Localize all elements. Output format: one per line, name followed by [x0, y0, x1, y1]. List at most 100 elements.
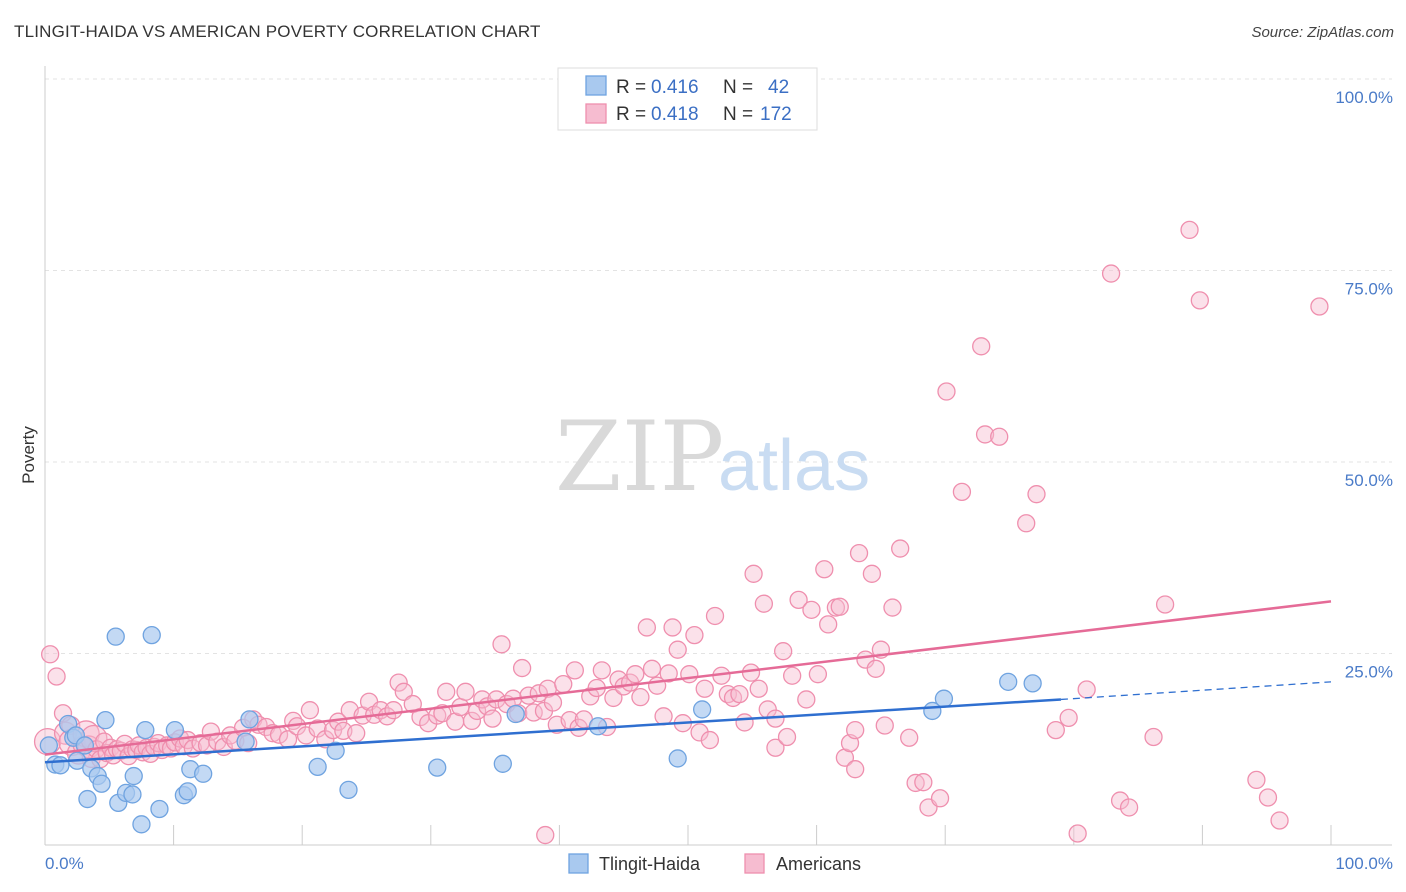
point-americans [777, 727, 797, 747]
point-americans [592, 661, 611, 680]
tick-labels: 25.0% 50.0% 75.0% 100.0% 0.0% 100.0% [45, 88, 1393, 873]
point-americans [937, 382, 956, 401]
point-tlingit-haida [326, 741, 345, 760]
point-americans [735, 713, 754, 732]
bottom-legend-label-americans: Americans [776, 854, 861, 874]
point-americans [808, 665, 828, 684]
point-tlingit-haida [136, 720, 155, 740]
point-americans [783, 666, 802, 685]
point-tlingit-haida [1023, 674, 1042, 693]
point-tlingit-haida [194, 764, 213, 783]
point-americans [875, 716, 894, 735]
watermark: ZIP atlas [555, 401, 870, 513]
point-americans [846, 720, 865, 740]
point-americans [789, 590, 808, 610]
point-americans [437, 682, 456, 701]
point-americans [40, 645, 60, 664]
point-tlingit-haida [165, 720, 185, 740]
x-tick-label: 0.0% [45, 854, 84, 873]
point-americans [1258, 788, 1278, 807]
trend-line-tlingit-haida [44, 698, 1062, 764]
point-americans [47, 667, 66, 686]
point-americans [1190, 291, 1209, 310]
point-americans [685, 625, 704, 645]
legend-n-label: N = [723, 77, 753, 98]
y-tick-label: 100.0% [1335, 88, 1393, 107]
point-americans [654, 707, 673, 726]
point-americans [1310, 297, 1329, 316]
point-americans [512, 658, 532, 678]
point-americans [705, 606, 725, 626]
point-americans [741, 663, 761, 682]
point-tlingit-haida [39, 736, 59, 755]
point-americans [631, 688, 650, 707]
point-americans [866, 659, 885, 678]
point-americans [456, 682, 475, 701]
point-tlingit-haida [178, 782, 197, 801]
point-americans [975, 425, 995, 444]
point-americans [972, 337, 991, 356]
point-americans [1046, 720, 1065, 740]
legend-swatch-tlingit-haida [585, 75, 607, 96]
point-americans [862, 564, 882, 583]
point-americans [394, 682, 413, 701]
bottom-legend-label-tlingit-haida: Tlingit-Haida [599, 854, 701, 874]
point-americans [797, 690, 816, 709]
point-americans [296, 726, 316, 745]
point-tlingit-haida [92, 774, 111, 793]
point-tlingit-haida [150, 799, 169, 819]
point-americans [744, 564, 763, 583]
point-americans [774, 642, 793, 661]
point-americans [680, 665, 699, 684]
point-americans [604, 688, 623, 708]
y-axis-label: Poverty [19, 426, 38, 484]
point-tlingit-haida [493, 754, 512, 773]
point-tlingit-haida [51, 756, 70, 775]
point-tlingit-haida [506, 704, 525, 724]
trend-line-extension-tlingit-haida [1060, 681, 1332, 701]
point-americans [1247, 770, 1266, 790]
legend-n-value-americans: 172 [760, 104, 792, 125]
y-tick-label: 75.0% [1345, 280, 1393, 299]
point-tlingit-haida [106, 627, 125, 646]
point-americans [830, 597, 849, 616]
point-tlingit-haida [339, 780, 358, 799]
point-americans [536, 825, 555, 845]
point-americans [626, 665, 645, 684]
point-tlingit-haida [78, 789, 97, 809]
point-americans [1101, 264, 1121, 283]
point-americans [554, 674, 573, 694]
point-americans [483, 709, 502, 728]
point-americans [492, 635, 511, 654]
point-americans [730, 684, 749, 704]
point-americans [883, 598, 902, 617]
point-tlingit-haida [692, 700, 712, 719]
point-americans [952, 482, 972, 502]
point-americans [815, 560, 834, 579]
point-americans [389, 673, 408, 692]
watermark-zip: ZIP [555, 401, 724, 513]
chart-source: Source: ZipAtlas.com [1251, 24, 1394, 41]
axes [44, 66, 1392, 846]
point-americans [1017, 514, 1036, 533]
legend-r-value-tlingit-haida: 0.416 [651, 77, 699, 98]
point-americans [891, 539, 910, 558]
point-americans [990, 427, 1009, 446]
point-americans [1068, 824, 1087, 843]
bottom-legend: Tlingit-Haida Americans [568, 853, 861, 874]
point-tlingit-haida [308, 757, 327, 777]
point-americans [906, 773, 925, 793]
point-americans [384, 701, 403, 720]
point-tlingit-haida [96, 710, 115, 730]
trend-lines [44, 600, 1332, 764]
point-americans [1119, 798, 1139, 817]
legend-n-value-tlingit-haida: 42 [768, 77, 789, 98]
point-tlingit-haida [132, 815, 151, 834]
point-americans [1180, 220, 1199, 240]
point-tlingit-haida [934, 689, 954, 708]
point-americans [1155, 595, 1175, 614]
point-americans [529, 684, 548, 703]
x-tick-label: 100.0% [1335, 854, 1393, 873]
point-americans [659, 664, 678, 683]
point-americans [565, 661, 584, 680]
